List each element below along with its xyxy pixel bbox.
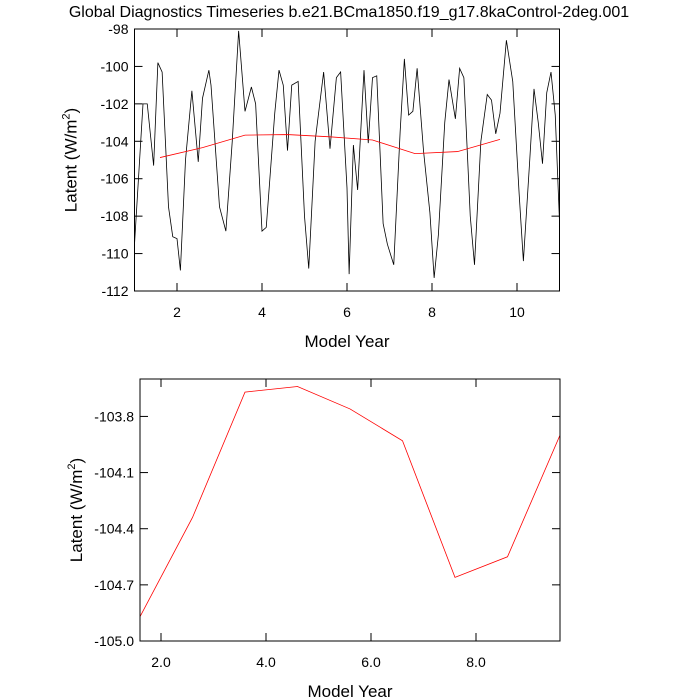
y-tick-label: -104.4 [94, 521, 134, 537]
series-line [134, 30, 560, 278]
y-tick-label: -110 [102, 246, 129, 262]
y-axis-label-part: ) [67, 458, 86, 464]
x-tick-label: 6 [343, 304, 351, 320]
x-tick-label: 8 [428, 304, 436, 320]
x-axis-label: Model Year [307, 682, 392, 700]
y-tick-label: -105.0 [94, 633, 134, 649]
y-tick-label: -104.7 [94, 577, 134, 593]
x-tick-label: 4 [258, 304, 266, 320]
series-line [159, 134, 501, 158]
y-tick-label: -100 [100, 58, 128, 74]
x-tick-label: 8.0 [466, 654, 486, 670]
x-tick-label: 2.0 [151, 654, 171, 670]
y-axis-label-sup: 2 [66, 463, 78, 469]
y-axis-label-part: Latent (W/m [67, 470, 86, 563]
y-tick-label: -106 [100, 171, 128, 187]
y-axis-label-part: Latent (W/m [62, 120, 81, 213]
x-tick-label: 10 [509, 304, 525, 320]
y-tick-label: -103.8 [94, 408, 134, 424]
y-axis-label-part: ) [62, 108, 81, 114]
y-axis-label: Latent (W/m2) [61, 108, 81, 212]
y-tick-label: -98 [108, 21, 128, 37]
y-tick-label: -104.1 [94, 465, 134, 481]
y-axis-label-sup: 2 [61, 113, 73, 119]
y-tick-label: -108 [100, 208, 128, 224]
y-tick-label: -112 [102, 283, 129, 299]
y-axis-label: Latent (W/m2) [66, 458, 86, 562]
y-tick-label: -102 [100, 96, 128, 112]
x-tick-label: 6.0 [361, 654, 381, 670]
x-tick-label: 2 [173, 304, 181, 320]
y-tick-label: -104 [100, 133, 128, 149]
series-line [140, 386, 560, 617]
chart-title: Global Diagnostics Timeseries b.e21.BCma… [69, 4, 629, 21]
plot-frame [139, 378, 561, 642]
x-tick-label: 4.0 [256, 654, 276, 670]
x-axis-label: Model Year [304, 332, 389, 351]
